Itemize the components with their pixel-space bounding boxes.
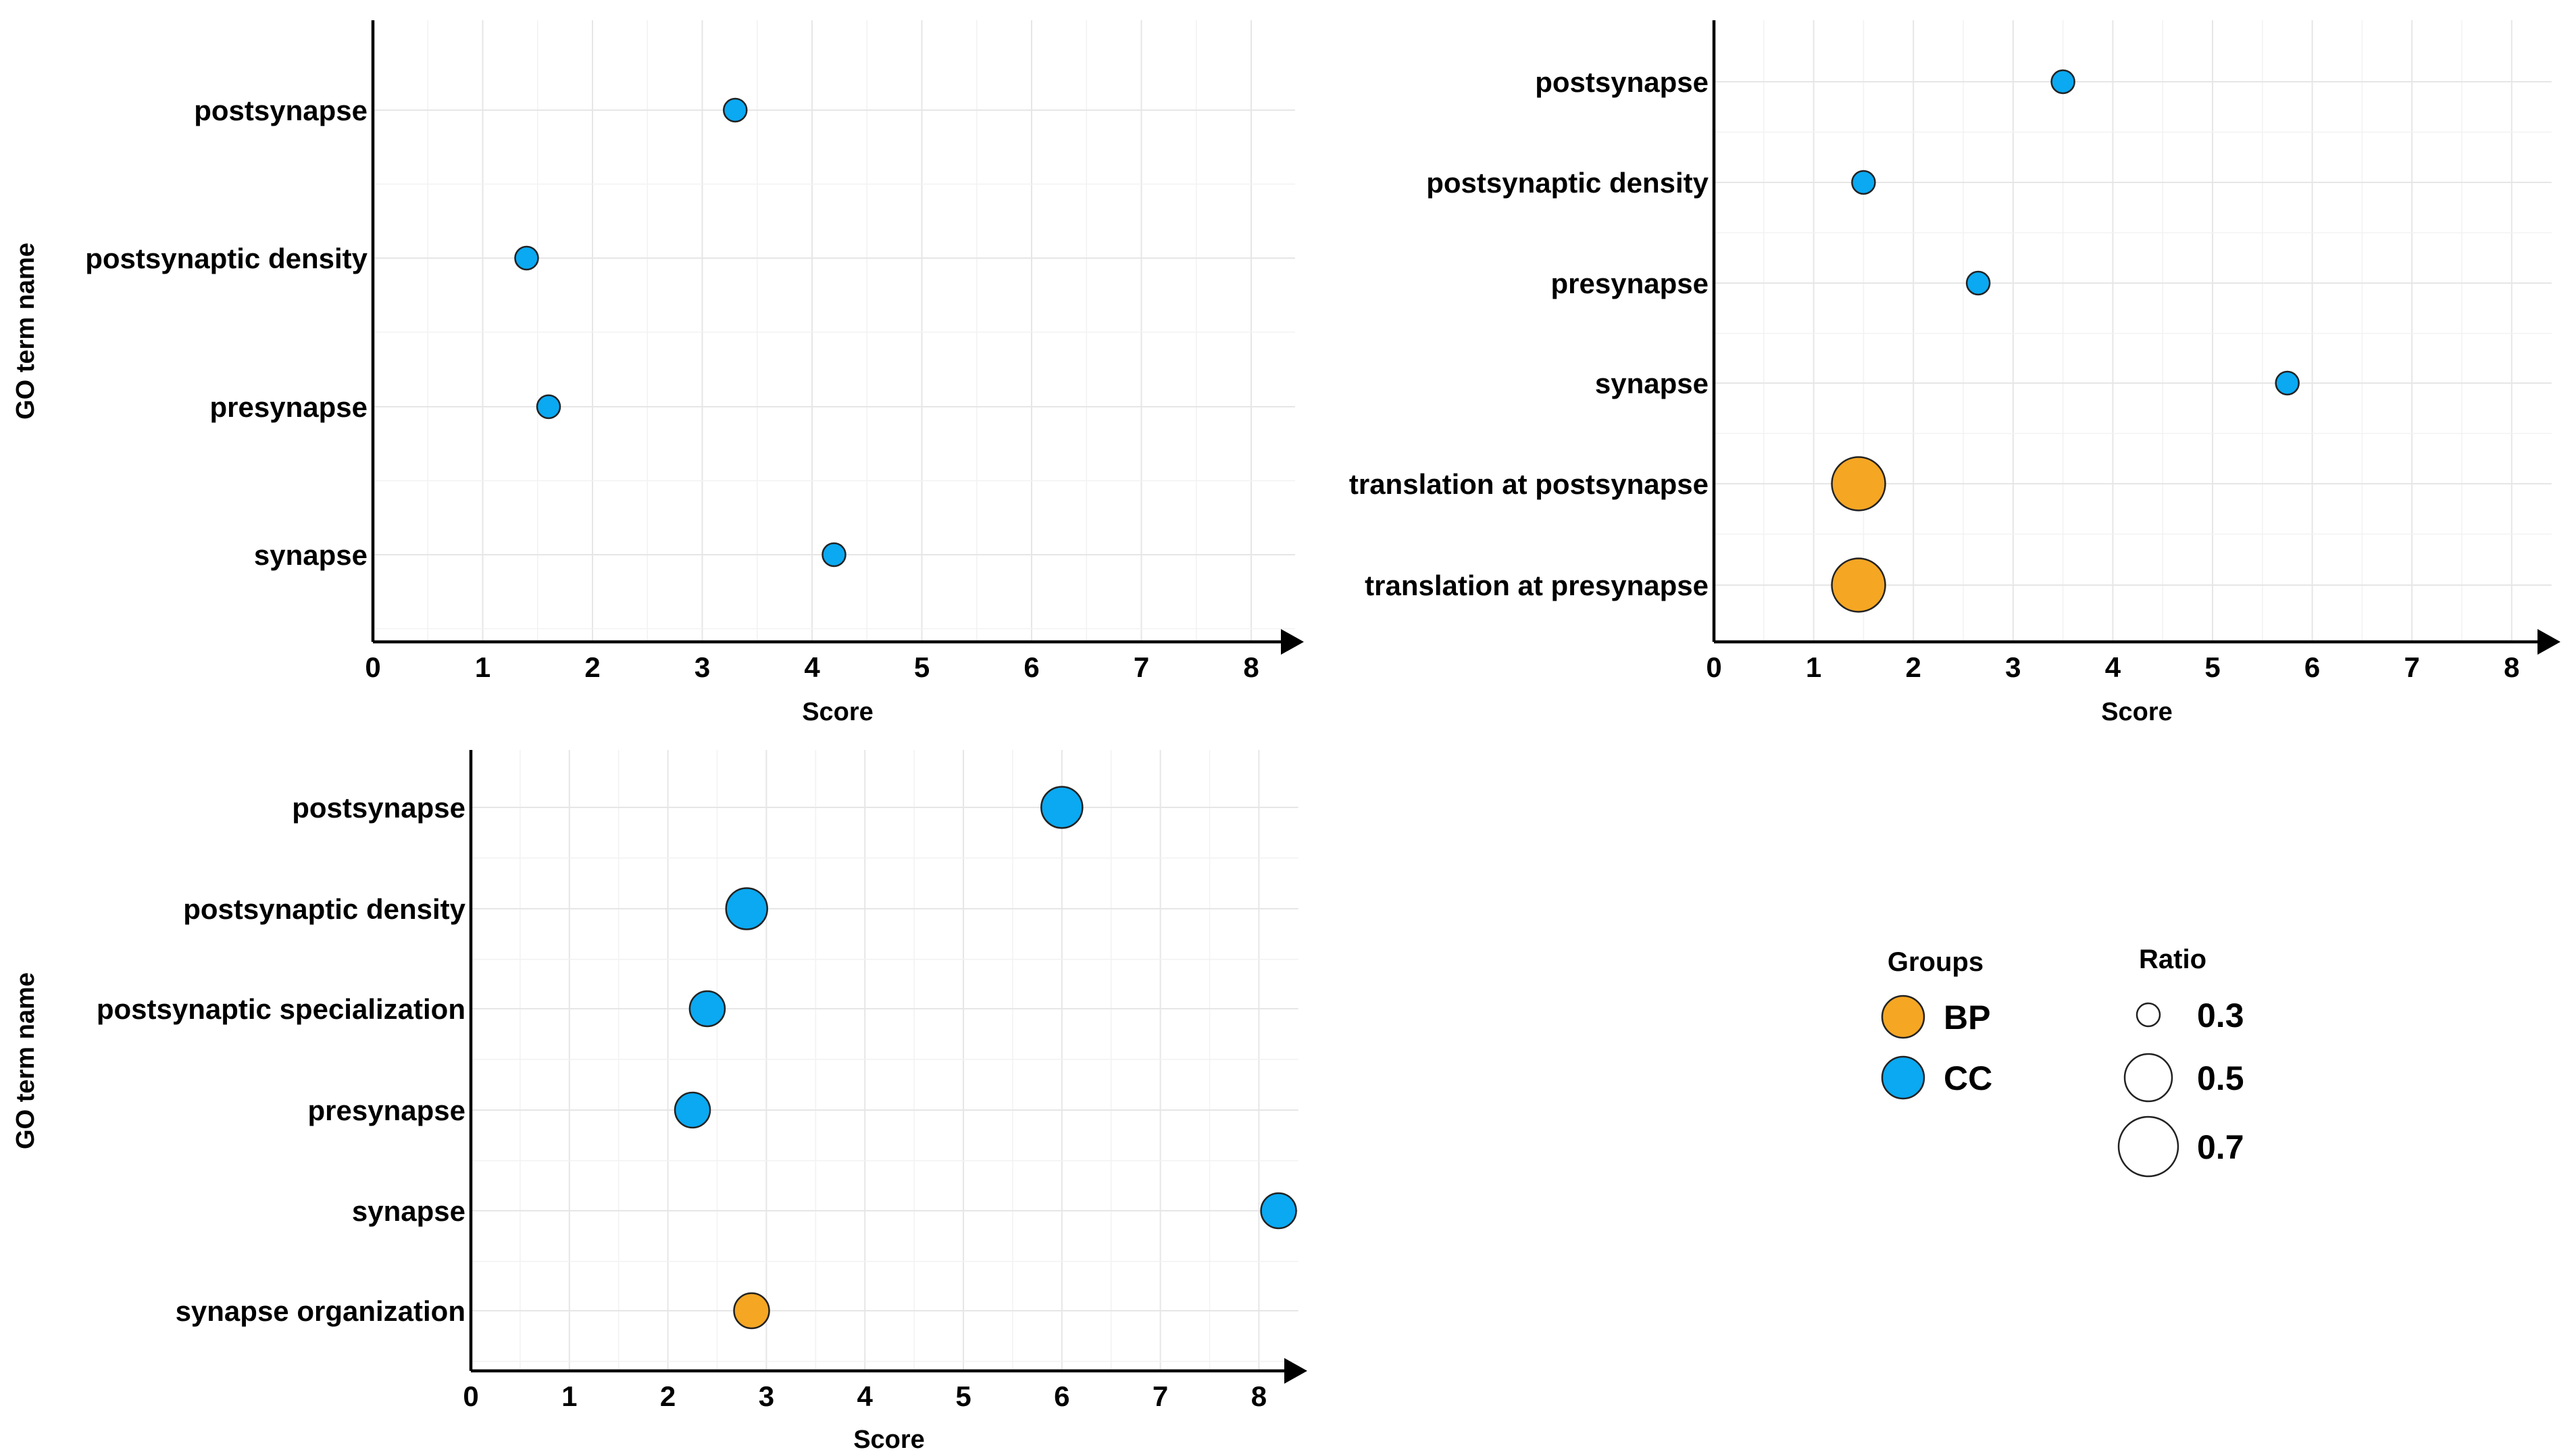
x-tick-label-8: 8 [2504, 651, 2519, 683]
x-tick-label-8: 8 [1243, 651, 1259, 683]
data-point-synapse [2275, 370, 2300, 396]
y-category-label-synapse-organization: synapse organization [176, 1295, 465, 1327]
data-point-presynapse [536, 394, 561, 420]
x-tick-label-2: 2 [584, 651, 600, 683]
x-tick-label-7: 7 [1134, 651, 1149, 683]
x-tick-label-4: 4 [2105, 651, 2121, 683]
x-tick-label-5: 5 [2204, 651, 2220, 683]
y-category-label-translation-at-presynapse: translation at presynapse [1365, 570, 1709, 601]
legend-ratio-label-0-3: 0.3 [2197, 997, 2244, 1034]
y-category-label-postsynaptic-density: postsynaptic density [183, 893, 465, 925]
y-category-label-presynapse: presynapse [210, 391, 368, 423]
y-axis-title: GO term name [11, 243, 40, 420]
data-point-postsynapse [723, 97, 748, 123]
legend-groups-title: Groups [1888, 947, 1984, 977]
data-point-synapse [822, 542, 847, 568]
data-point-postsynapse [1040, 786, 1084, 829]
x-tick-label-5: 5 [955, 1380, 971, 1412]
x-tick-label-8: 8 [1251, 1380, 1267, 1412]
x-tick-label-4: 4 [857, 1380, 874, 1412]
x-tick-label-7: 7 [2404, 651, 2420, 683]
legend-ratio-title: Ratio [2139, 945, 2206, 974]
y-category-label-postsynapse: postsynapse [194, 95, 368, 126]
x-axis-title: Score [853, 1426, 925, 1454]
panel-top-left-chart: 0 1 2 3 4 5 6 7 8 postsynapse postsynaptic density… [11, 20, 1304, 726]
x-axis-title: Score [802, 698, 874, 726]
x-axis-arrow [1284, 1358, 1307, 1384]
data-point-translation-at-postsynapse [1831, 456, 1886, 511]
panel-top-right-chart: 0 1 2 3 4 5 6 7 8 postsynapse postsynaptic density… [1349, 20, 2560, 726]
y-category-label-postsynapse: postsynapse [1535, 66, 1709, 98]
y-category-label-synapse: synapse [352, 1195, 465, 1227]
data-point-postsynaptic-specialization [688, 990, 726, 1028]
legend-ratio-circle-0-7 [2117, 1115, 2179, 1178]
x-tick-label-4: 4 [804, 651, 820, 683]
y-category-label-synapse: synapse [1595, 368, 1709, 399]
legend-swatch-cc [1881, 1055, 1925, 1100]
data-point-postsynaptic-density [725, 887, 768, 930]
panel-bottom-left-chart: 0 1 2 3 4 5 6 7 8 postsynapse postsynaptic density… [11, 750, 1307, 1454]
data-point-presynapse [674, 1091, 711, 1129]
x-tick-label-0: 0 [463, 1380, 478, 1412]
y-category-label-postsynapse: postsynapse [292, 792, 465, 824]
data-point-postsynaptic-density [1851, 170, 1876, 195]
legend-ratio-label-0-7: 0.7 [2197, 1128, 2244, 1166]
data-point-postsynapse [2050, 69, 2075, 95]
y-category-label-presynapse: presynapse [308, 1095, 465, 1126]
x-tick-label-6: 6 [2304, 651, 2320, 683]
x-tick-label-3: 3 [2005, 651, 2021, 683]
y-axis-title: GO term name [11, 972, 40, 1149]
legend: Groups BP CC Ratio 0.3 0.5 0.7 [1881, 945, 2244, 1178]
legend-ratio-circle-0-3 [2136, 1002, 2161, 1028]
data-point-translation-at-presynapse [1831, 557, 1886, 613]
x-axis-arrow [1281, 629, 1304, 655]
data-point-postsynaptic-density [514, 245, 539, 271]
legend-label-bp: BP [1944, 999, 1990, 1036]
y-category-label-translation-at-postsynapse: translation at postsynapse [1349, 468, 1709, 500]
legend-ratio-circle-0-5 [2123, 1053, 2173, 1103]
y-category-label-postsynaptic-density: postsynaptic density [85, 243, 368, 274]
y-category-label-synapse: synapse [254, 539, 368, 571]
x-tick-label-3: 3 [694, 651, 710, 683]
legend-ratio-label-0-5: 0.5 [2197, 1059, 2244, 1097]
x-tick-label-6: 6 [1024, 651, 1039, 683]
x-tick-label-7: 7 [1153, 1380, 1168, 1412]
x-tick-label-5: 5 [914, 651, 930, 683]
x-tick-label-0: 0 [1706, 651, 1721, 683]
x-tick-label-2: 2 [660, 1380, 676, 1412]
x-tick-label-1: 1 [1806, 651, 1821, 683]
y-category-label-postsynaptic-density: postsynaptic density [1426, 167, 1709, 199]
x-axis-arrow [2537, 629, 2560, 655]
x-tick-label-1: 1 [475, 651, 490, 683]
x-tick-label-6: 6 [1054, 1380, 1069, 1412]
x-axis-title: Score [2101, 698, 2173, 726]
x-tick-label-3: 3 [759, 1380, 774, 1412]
legend-swatch-bp [1881, 995, 1925, 1039]
y-category-label-presynapse: presynapse [1551, 268, 1709, 299]
data-point-synapse-organization [733, 1292, 770, 1330]
x-tick-label-0: 0 [365, 651, 380, 683]
x-tick-label-2: 2 [1906, 651, 1921, 683]
x-tick-label-1: 1 [561, 1380, 577, 1412]
data-point-presynapse [1965, 270, 1991, 296]
y-category-label-postsynaptic-specialization: postsynaptic specialization [97, 993, 465, 1025]
data-point-synapse [1260, 1192, 1297, 1230]
legend-label-cc: CC [1944, 1059, 1992, 1097]
